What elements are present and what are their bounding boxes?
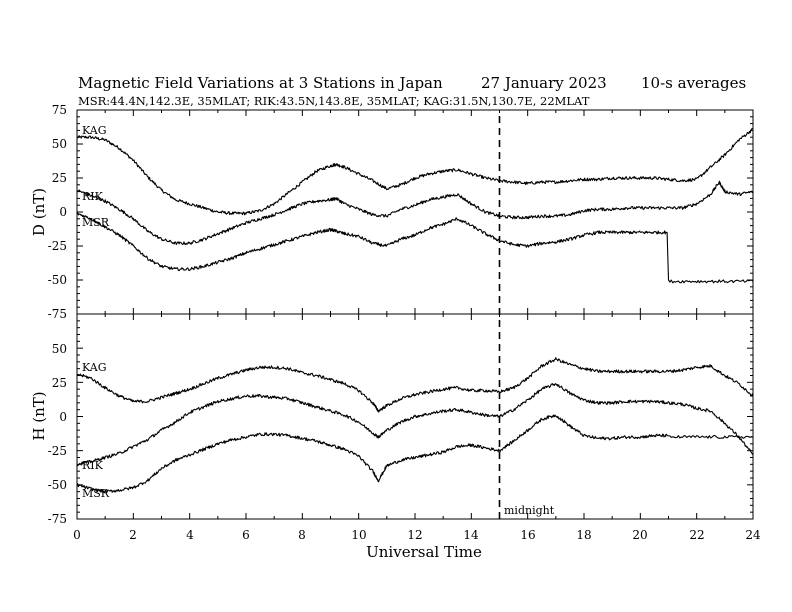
h-y-tick-label: -75 [48,512,67,526]
x-axis-label: Universal Time [366,543,482,561]
series-line-0-msr [76,211,754,284]
d-panel-frame [76,109,754,315]
h-series-label-kag: KAG [82,361,107,374]
d-series-label-kag: KAG [82,124,107,137]
h-y-tick-label: 0 [59,410,67,424]
x-tick-label: 12 [407,528,422,542]
series-line-1-rik [76,383,754,467]
h-y-tick-label: -50 [48,478,67,492]
d-y-tick-label: -25 [48,239,67,253]
x-tick-label: 14 [463,528,479,542]
chart-date: 27 January 2023 [481,74,607,92]
axis-ticks [76,109,754,520]
series-line-0-kag [76,128,754,216]
d-y-tick-label: 75 [52,103,67,117]
h-axis-label: H (nT) [30,391,48,440]
series-line-1-kag [76,357,754,413]
x-tick-label: 20 [632,528,647,542]
x-tick-label: 2 [129,528,137,542]
h-series-label-msr: MSR [82,487,110,500]
chart-title: Magnetic Field Variations at 3 Stations … [78,74,443,92]
x-tick-label: 4 [186,528,194,542]
x-tick-labels: 0 2 4 6 8 10 12 14 16 18 20 22 24 [73,528,761,542]
h-y-tick-labels: 50 25 0 -25 -50 -75 [48,342,67,526]
x-tick-label: 10 [351,528,366,542]
d-y-tick-label: 0 [59,205,67,219]
x-tick-label: 16 [520,528,535,542]
d-y-tick-label: -50 [48,273,67,287]
x-tick-label: 6 [242,528,250,542]
d-y-tick-label: -75 [48,307,67,321]
d-y-tick-label: 50 [52,137,67,151]
midnight-label: midnight [504,504,555,517]
d-y-tick-label: 25 [52,171,67,185]
h-y-tick-label: 50 [52,342,67,356]
h-panel-frame [76,313,754,520]
d-y-tick-labels: 75 50 25 0 -25 -50 -75 [48,103,67,321]
station-coordinates: MSR:44.4N,142.3E, 35MLAT; RIK:43.5N,143.… [78,94,590,108]
x-tick-label: 18 [576,528,591,542]
h-y-tick-label: 25 [52,376,67,390]
x-tick-label: 22 [689,528,704,542]
h-y-tick-label: -25 [48,444,67,458]
d-axis-label: D (nT) [30,188,48,236]
series-lines [76,128,754,494]
series-line-1-msr [76,414,754,494]
x-tick-label: 8 [298,528,306,542]
chart-averaging: 10-s averages [641,74,746,92]
series-line-0-rik [76,180,754,246]
x-tick-label: 24 [745,528,761,542]
x-tick-label: 0 [73,528,81,542]
